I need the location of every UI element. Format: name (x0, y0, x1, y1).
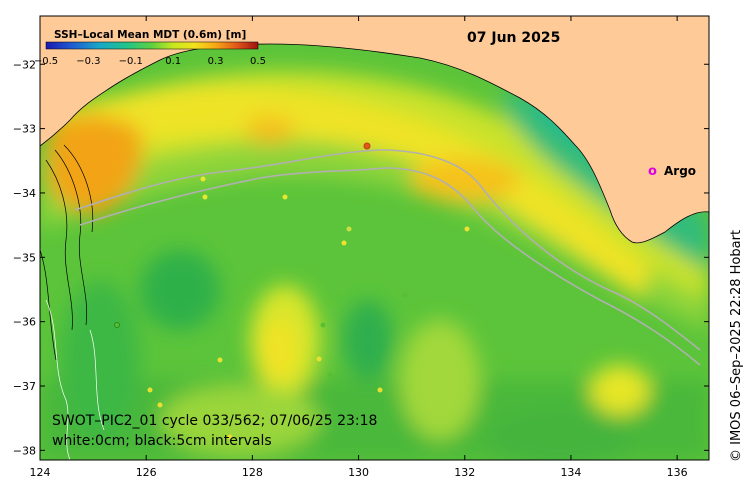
colorbar-tick-label: 0.5 (250, 56, 266, 67)
argo-marker: o (648, 164, 657, 179)
colorbar-tick-label: 0.3 (208, 56, 224, 67)
colorbar-ramp (45, 41, 259, 50)
y-tick-label: −36 (13, 316, 36, 329)
argo-label: Argo (664, 164, 696, 178)
x-tick-label: 134 (560, 466, 581, 479)
contour-info-line2: white:0cm; black:5cm intervals (52, 433, 272, 449)
colorbar-title: SSH–Local Mean MDT (0.6m) [m] (54, 29, 246, 41)
map-frame (39, 15, 710, 461)
y-tick-label: −34 (13, 187, 36, 200)
map-field (40, 16, 709, 460)
x-axis: 124 126 128 130 132 134 136 (30, 16, 688, 479)
swot-track (74, 149, 701, 366)
colorbar-tick-label: 0.1 (165, 56, 181, 67)
x-tick-label: 126 (136, 466, 157, 479)
black-contours (40, 144, 94, 361)
x-tick-label: 136 (667, 466, 688, 479)
colorbar-tick-label: −0.5 (34, 56, 58, 67)
y-tick-label: −33 (13, 123, 36, 136)
colorbar: SSH–Local Mean MDT (0.6m) [m] −0.5 −0.3 −0… (34, 29, 266, 67)
y-tick-label: −32 (13, 58, 36, 71)
x-tick-label: 132 (454, 466, 475, 479)
y-tick-label: −38 (13, 444, 36, 457)
track-samples (114, 142, 470, 440)
x-tick-label: 128 (242, 466, 263, 479)
argo-legend: o Argo (648, 164, 696, 179)
white-contours (45, 299, 105, 460)
x-tick-label: 130 (348, 466, 369, 479)
colorbar-tick-label: −0.1 (119, 56, 143, 67)
coastline (40, 43, 709, 244)
y-tick-label: −35 (13, 251, 36, 264)
date-label: 07 Jun 2025 (467, 30, 560, 46)
swot-info-line1: SWOT–PIC2_01 cycle 033/562; 07/06/25 23:… (52, 413, 377, 429)
y-tick-label: −37 (13, 380, 36, 393)
land-mass (40, 16, 709, 243)
x-tick-label: 124 (30, 466, 51, 479)
colorbar-tick-label: −0.3 (76, 56, 100, 67)
imos-credit: © IMOS 06–Sep–2025 22:28 Hobart (729, 230, 744, 462)
y-axis: −32 −33 −34 −35 −36 −37 −38 (13, 58, 709, 457)
